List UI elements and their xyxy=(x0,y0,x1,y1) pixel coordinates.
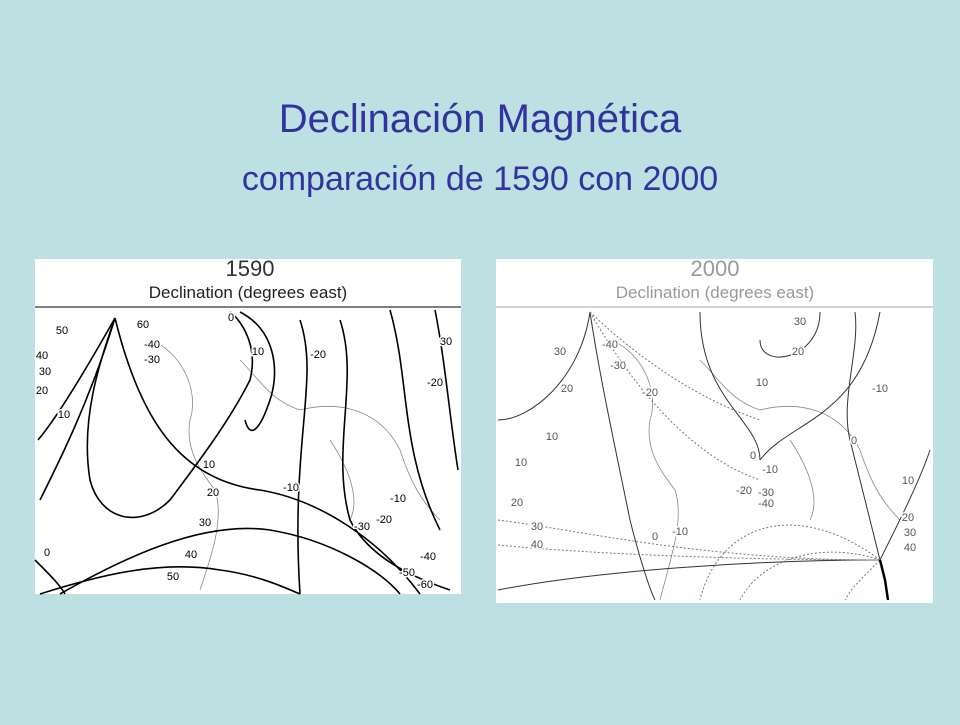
coastlines xyxy=(149,339,441,591)
contour-label: 10 xyxy=(756,377,768,389)
contour-label: 30 xyxy=(794,316,806,328)
contour-label: 30 xyxy=(531,521,543,533)
contour-label: 40 xyxy=(185,549,197,561)
contour-label: 20 xyxy=(792,346,804,358)
contour-lines xyxy=(497,311,931,601)
contour-label: -40 xyxy=(144,339,160,351)
contour-label: 50 xyxy=(167,571,179,583)
contour-label: 30 xyxy=(440,336,452,348)
map-caption: Declination (degrees east) xyxy=(149,283,347,302)
contour-label: 20 xyxy=(561,383,573,395)
map-year: 2000 xyxy=(691,256,740,281)
map-panel: 2000 Declination (degrees east) 30-40-30… xyxy=(496,256,933,603)
coastlines xyxy=(609,339,901,601)
contour-label: 20 xyxy=(902,512,914,524)
contour-label: -50 xyxy=(399,567,415,579)
contour-label: -10 xyxy=(762,464,778,476)
contour-label: 0 xyxy=(750,450,756,462)
contour-label: 0 xyxy=(44,547,50,559)
contour-label: -30 xyxy=(758,487,774,499)
contour-label: 40 xyxy=(531,539,543,551)
contour-label: -30 xyxy=(610,360,626,372)
map-panel: 1590 Declination (degrees east) 6050-40-… xyxy=(34,256,461,595)
contour-label: -20 xyxy=(642,387,658,399)
contour-label: 0 xyxy=(851,435,857,447)
contour-label: -60 xyxy=(417,579,433,591)
map-caption: Declination (degrees east) xyxy=(616,283,814,302)
contour-label: -40 xyxy=(758,498,774,510)
contour-label: 10 xyxy=(902,475,914,487)
slide-title: Declinación Magnética xyxy=(279,97,682,141)
contour-label: 10 xyxy=(252,346,264,358)
contour-label: 30 xyxy=(554,346,566,358)
contour-label: -20 xyxy=(427,377,443,389)
contour-label: 60 xyxy=(137,319,149,331)
map-year: 1590 xyxy=(226,256,275,281)
contour-label: -40 xyxy=(602,339,618,351)
contour-label: -40 xyxy=(420,551,436,563)
contour-label: 30 xyxy=(199,517,211,529)
contour-label: 10 xyxy=(546,431,558,443)
contour-label: 30 xyxy=(39,366,51,378)
contour-label: -10 xyxy=(872,383,888,395)
contour-label: -20 xyxy=(376,514,392,526)
contour-label: -10 xyxy=(390,493,406,505)
contour-label: 0 xyxy=(228,312,234,324)
contour-label: 10 xyxy=(515,457,527,469)
map-background xyxy=(496,259,933,603)
contour-label: 50 xyxy=(56,325,68,337)
contour-label: 0 xyxy=(652,531,658,543)
contour-label: -10 xyxy=(672,526,688,538)
contour-label: 40 xyxy=(904,542,916,554)
slide-subtitle: comparación de 1590 con 2000 xyxy=(242,160,718,198)
contour-lines xyxy=(34,309,459,595)
contour-label: -30 xyxy=(144,354,160,366)
contour-label: -20 xyxy=(736,485,752,497)
contour-label: -10 xyxy=(283,482,299,494)
contour-label: 10 xyxy=(58,409,70,421)
contour-label: 20 xyxy=(511,497,523,509)
contour-label: 30 xyxy=(904,527,916,539)
contour-label: 20 xyxy=(207,487,219,499)
contour-label: -20 xyxy=(310,349,326,361)
contour-label: 20 xyxy=(36,385,48,397)
contour-label: -30 xyxy=(354,521,370,533)
contour-label: 10 xyxy=(203,459,215,471)
contour-label: 40 xyxy=(36,350,48,362)
